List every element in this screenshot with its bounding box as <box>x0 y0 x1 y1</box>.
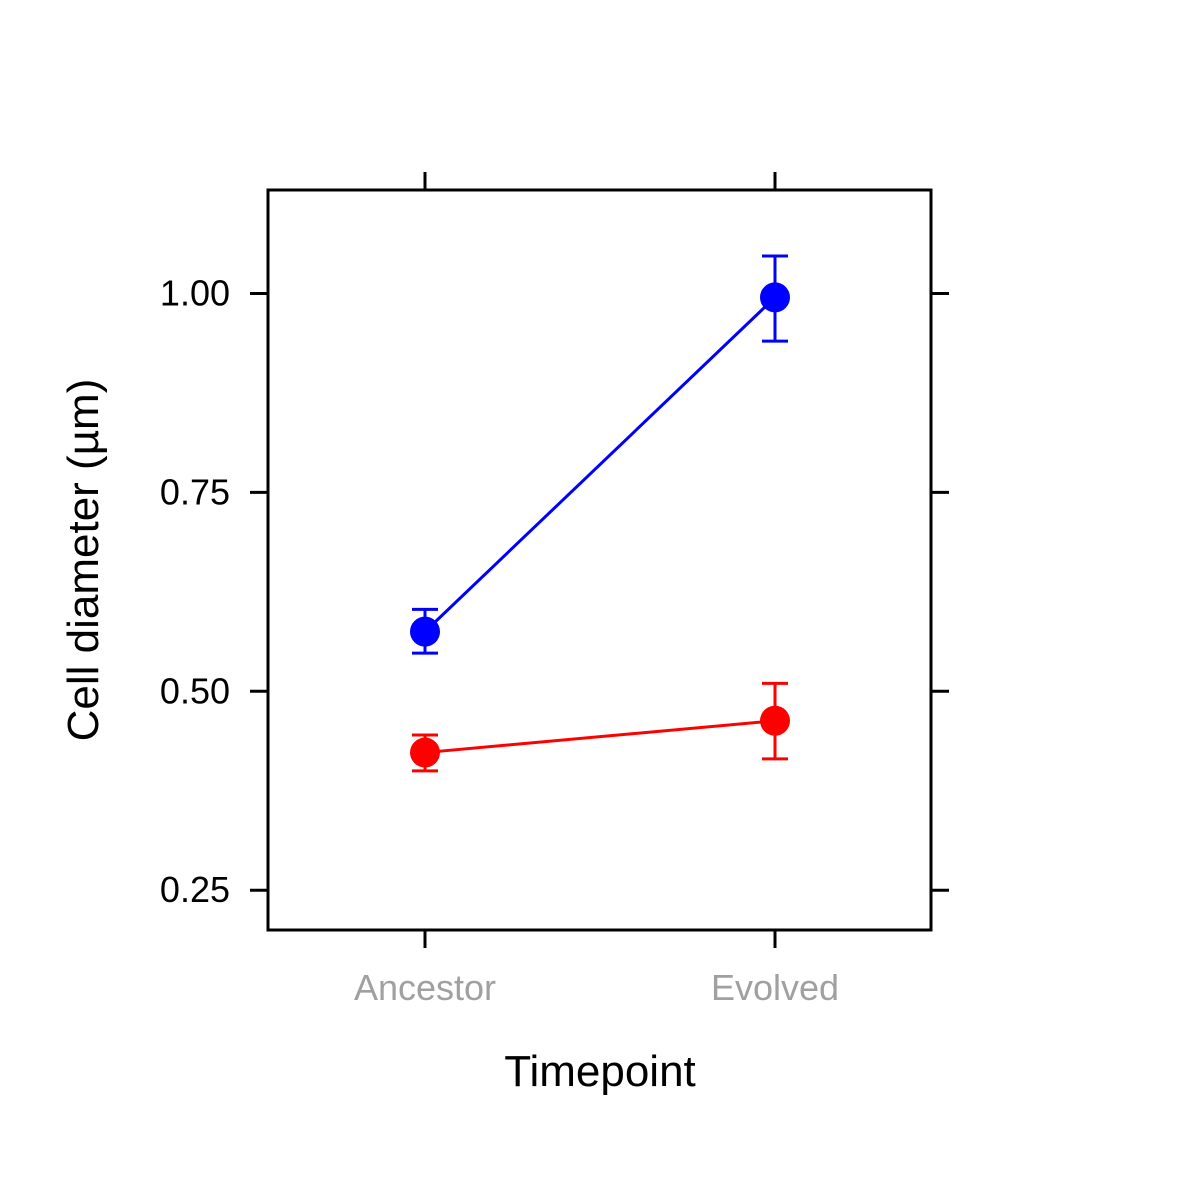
x-axis-title: Timepoint <box>504 1047 696 1096</box>
data-point <box>760 282 790 313</box>
series-group <box>410 681 790 773</box>
series-line <box>424 719 776 755</box>
x-category-label: Evolved <box>711 967 839 1008</box>
y-tick-label: 1.00 <box>160 272 230 313</box>
series-line <box>423 296 777 633</box>
plot-frame <box>266 188 933 932</box>
y-axis-title: Cell diameter (µm) <box>59 379 108 742</box>
data-point <box>760 705 790 736</box>
y-tick-label: 0.75 <box>160 471 230 512</box>
series-layer <box>410 254 790 773</box>
series-group <box>410 254 790 655</box>
plot-frame-layer <box>266 188 933 932</box>
y-tick-label: 0.25 <box>160 869 230 910</box>
data-point <box>410 737 440 768</box>
data-point <box>410 616 440 647</box>
x-category-label: Ancestor <box>354 967 496 1008</box>
tick-layer: 0.25 0.50 0.75 1.00 Ancestor Evolved <box>160 172 949 1008</box>
y-tick-label: 0.50 <box>160 670 230 711</box>
